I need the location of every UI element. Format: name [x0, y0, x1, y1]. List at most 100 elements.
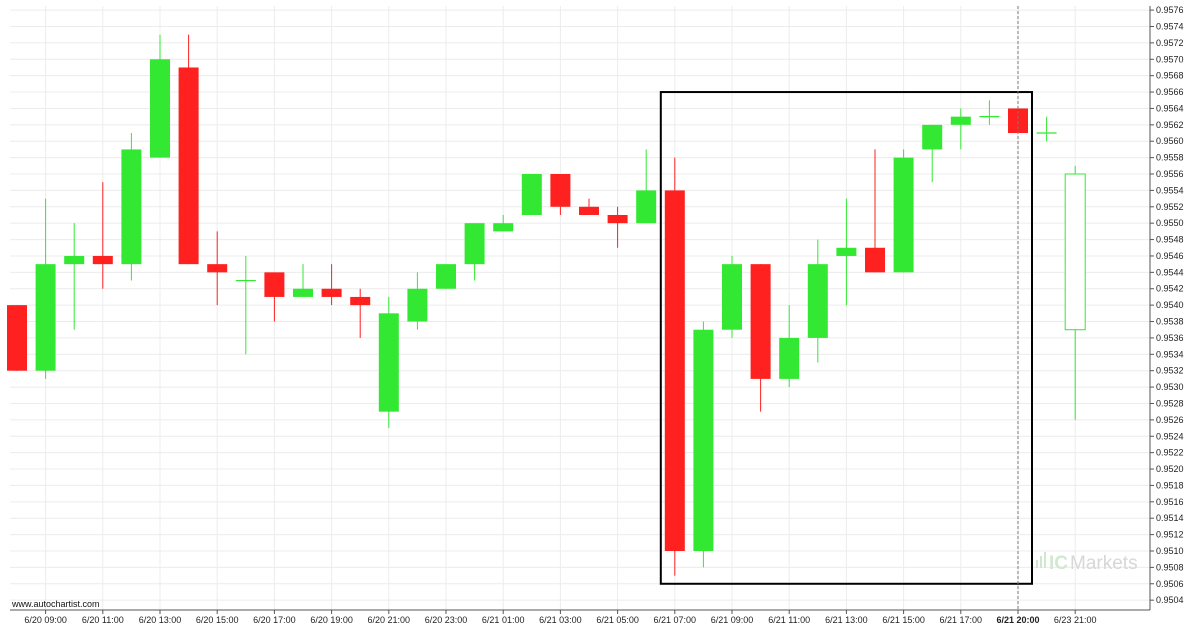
candle-body [321, 288, 342, 297]
candle-body [436, 264, 456, 289]
candle [407, 272, 428, 330]
broker-logo: IC Markets [1036, 552, 1138, 574]
y-tick-label: 0.9572 [1156, 38, 1184, 48]
candle-body [464, 223, 485, 265]
candle [636, 149, 657, 224]
x-tick-label: 6/21 05:00 [596, 615, 639, 625]
x-tick-label: 6/21 01:00 [482, 615, 525, 625]
y-tick-label: 0.9528 [1156, 398, 1184, 408]
candle [178, 34, 199, 265]
candle [293, 264, 313, 297]
candle-body [121, 149, 142, 265]
y-tick-label: 0.9566 [1156, 87, 1184, 97]
y-tick-label: 0.9556 [1156, 169, 1184, 179]
candle-body [750, 264, 771, 379]
candle [950, 108, 971, 150]
candle-body [64, 255, 85, 265]
candle-body [865, 247, 885, 273]
y-tick-label: 0.9548 [1156, 235, 1184, 245]
candle [664, 157, 685, 576]
candle-body [521, 174, 542, 215]
x-tick-label: 6/20 09:00 [24, 615, 67, 625]
x-tick-label: 6/20 11:00 [82, 615, 124, 625]
candle [64, 223, 85, 330]
candle [607, 206, 628, 248]
y-tick-label: 0.9510 [1156, 546, 1184, 556]
y-tick-label: 0.9514 [1156, 513, 1184, 523]
candle-body [264, 272, 285, 297]
candle [35, 198, 56, 379]
grid-lines [10, 6, 1150, 610]
y-tick-label: 0.9526 [1156, 415, 1184, 425]
y-tick-label: 0.9530 [1156, 382, 1184, 392]
candle-body [35, 264, 56, 371]
candle [7, 305, 27, 371]
x-tick-label: 6/20 17:00 [253, 615, 296, 625]
candle-body [836, 247, 857, 256]
candle [436, 264, 456, 289]
x-tick-label: 6/21 17:00 [940, 615, 983, 625]
x-tick-label: 6/21 15:00 [882, 615, 925, 625]
y-tick-label: 0.9570 [1156, 54, 1184, 64]
candle [1036, 116, 1057, 142]
brand-prefix: IC [1049, 553, 1068, 574]
candle-body [807, 264, 828, 338]
candle-body [178, 67, 199, 265]
y-tick-label: 0.9568 [1156, 71, 1184, 81]
candle-body [378, 313, 399, 412]
y-tick-label: 0.9524 [1156, 431, 1184, 441]
candle-body [693, 329, 714, 551]
candle [92, 182, 113, 289]
y-tick-label: 0.9506 [1156, 579, 1184, 589]
candle-body [550, 174, 571, 207]
candle-body [722, 264, 742, 330]
candle-body [150, 59, 170, 158]
y-tick-label: 0.9574 [1156, 21, 1184, 31]
x-tick-label: 6/20 19:00 [310, 615, 353, 625]
y-tick-label: 0.9508 [1156, 562, 1184, 572]
candle [207, 231, 228, 306]
x-tick-label: 6/21 13:00 [825, 615, 868, 625]
candle [693, 321, 714, 568]
y-tick-label: 0.9518 [1156, 480, 1184, 490]
candle [979, 100, 1000, 125]
candle-body [1008, 108, 1028, 134]
candle [836, 198, 857, 306]
y-tick-label: 0.9534 [1156, 349, 1184, 359]
candle [893, 149, 914, 273]
pattern-box-layer [659, 91, 1033, 585]
y-tick-label: 0.9576 [1156, 5, 1184, 15]
candle-body [779, 337, 800, 379]
bars-icon [1036, 552, 1046, 568]
y-tick-label: 0.9538 [1156, 317, 1184, 327]
pattern-box [659, 91, 1033, 585]
candle [493, 214, 514, 232]
y-tick-label: 0.9552 [1156, 202, 1184, 212]
y-tick-label: 0.9564 [1156, 103, 1184, 113]
candle-body [636, 190, 657, 224]
y-tick-label: 0.9542 [1156, 284, 1184, 294]
candle-body [207, 264, 228, 273]
y-tick-label: 0.9546 [1156, 251, 1184, 261]
candle-body [293, 288, 313, 297]
candle [550, 174, 571, 215]
candle-body [950, 116, 971, 125]
y-tick-label: 0.9540 [1156, 300, 1184, 310]
candle [121, 133, 142, 281]
x-tick-label: 6/21 11:00 [768, 615, 810, 625]
candle-body [922, 124, 943, 150]
brand-suffix: Markets [1070, 553, 1138, 574]
y-tick-label: 0.9516 [1156, 497, 1184, 507]
candle [807, 239, 828, 363]
x-tick-label: 6/21 09:00 [711, 615, 754, 625]
candle [464, 223, 485, 281]
candle-body [7, 305, 27, 371]
x-tick-label: 6/23 21:00 [1054, 615, 1097, 625]
y-tick-label: 0.9562 [1156, 120, 1184, 130]
candle [264, 272, 285, 322]
candle [722, 255, 742, 338]
x-tick-label: 6/20 23:00 [425, 615, 468, 625]
y-tick-label: 0.9532 [1156, 366, 1184, 376]
x-tick-label: 6/21 03:00 [539, 615, 582, 625]
